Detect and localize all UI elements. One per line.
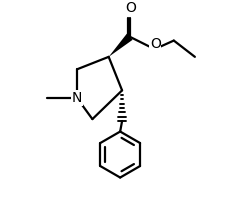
- Text: O: O: [150, 37, 161, 51]
- Text: N: N: [72, 91, 82, 105]
- Text: O: O: [125, 1, 136, 15]
- Polygon shape: [109, 34, 133, 57]
